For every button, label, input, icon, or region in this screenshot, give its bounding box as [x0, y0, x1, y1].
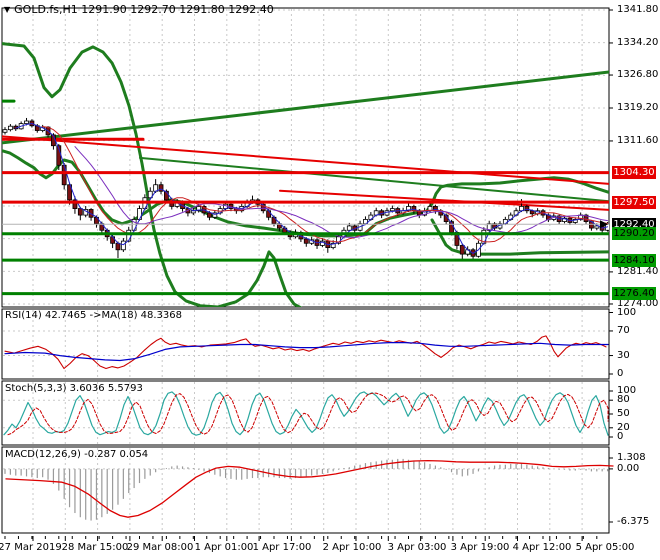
- stochastic-pane-content: [3, 391, 609, 436]
- chart-title-bar: ▼ GOLD.fs,H1 1291.90 1292.70 1291.80 1292…: [4, 3, 274, 16]
- macd-pane-content: [3, 458, 614, 521]
- time-axis-label: 28 Mar 15:00: [61, 542, 129, 553]
- rsi-tick-label: 70: [617, 324, 630, 336]
- macd-indicator-label: MACD(12,26,9) -0.287 0.054: [5, 449, 149, 460]
- price-tick-label: 1341.80: [617, 4, 659, 15]
- macd-tick-label: 0.00: [617, 462, 640, 474]
- rsi-tick-label: 0: [617, 368, 624, 379]
- price-tick-label: 1281.40: [617, 265, 659, 277]
- price-level-badge-green: 1276.40: [612, 287, 656, 301]
- time-axis-label: 5 Apr 05:00: [575, 542, 635, 553]
- time-axis[interactable]: 27 Mar 2019 28 Mar 15:00 29 Mar 08:00 1 Apr…: [0, 537, 660, 560]
- stochastic-pane[interactable]: [1, 380, 610, 446]
- time-axis-label: 3 Apr 19:00: [450, 542, 510, 553]
- symbol-ohlc-title: GOLD.fs,H1 1291.90 1292.70 1291.80 1292.…: [14, 3, 274, 16]
- price-tick-label: 1326.80: [617, 69, 659, 81]
- rsi-indicator-label: RSI(14) 42.7465 ->MA(18) 48.3368: [5, 310, 182, 321]
- price-level-badge-green: 1284.10: [612, 253, 656, 267]
- price-level-badge-red: 1304.30: [612, 166, 656, 180]
- macd-tick-label: -6.375: [617, 516, 650, 527]
- trendlines: [2, 70, 609, 211]
- time-axis-label: 1 Apr 17:00: [252, 542, 312, 553]
- time-axis-label: 27 Mar 2019: [0, 542, 62, 553]
- price-tick-label: 1311.60: [617, 134, 659, 146]
- price-tick-label: 1274.00: [617, 297, 659, 309]
- price-pane[interactable]: [1, 7, 610, 308]
- rsi-tick-label: 100: [617, 306, 637, 318]
- vertical-gridlines: [32, 9, 583, 532]
- stoch-tick-label: 50: [617, 408, 630, 419]
- time-axis-label: 3 Apr 03:00: [387, 542, 447, 553]
- time-axis-label: 1 Apr 01:00: [194, 542, 254, 553]
- macd-pane[interactable]: [1, 446, 610, 534]
- time-axis-label: 2 Apr 10:00: [322, 542, 382, 553]
- price-tick-label: 1334.20: [617, 36, 659, 48]
- rsi-pane-content: [3, 330, 609, 370]
- price-axis[interactable]: 1341.80 1334.20 1326.80 1319.20 1311.60 1281.…: [610, 0, 660, 536]
- macd-tick-label: 1.308: [617, 452, 646, 463]
- price-level-badge-green: 1290.20: [612, 227, 656, 241]
- price-pane-content: [2, 42, 609, 307]
- stochastic-indicator-label: Stoch(5,3,3) 3.6036 5.5793: [5, 383, 143, 394]
- chart-dropdown-icon: ▼: [4, 5, 11, 14]
- current-price-arrow-icon: [600, 220, 608, 229]
- stoch-tick-label: 20: [617, 421, 630, 433]
- stoch-tick-label: 80: [617, 394, 630, 406]
- price-level-badge-red: 1297.50: [612, 195, 656, 209]
- stoch-tick-label: 0: [617, 431, 624, 442]
- rsi-tick-label: 30: [617, 349, 630, 361]
- price-tick-label: 1319.20: [617, 101, 659, 113]
- time-axis-label: 4 Apr 12:00: [512, 542, 572, 553]
- level-lines: [2, 171, 609, 296]
- stoch-tick-label: 100: [617, 385, 637, 396]
- time-axis-label: 29 Mar 08:00: [126, 542, 194, 553]
